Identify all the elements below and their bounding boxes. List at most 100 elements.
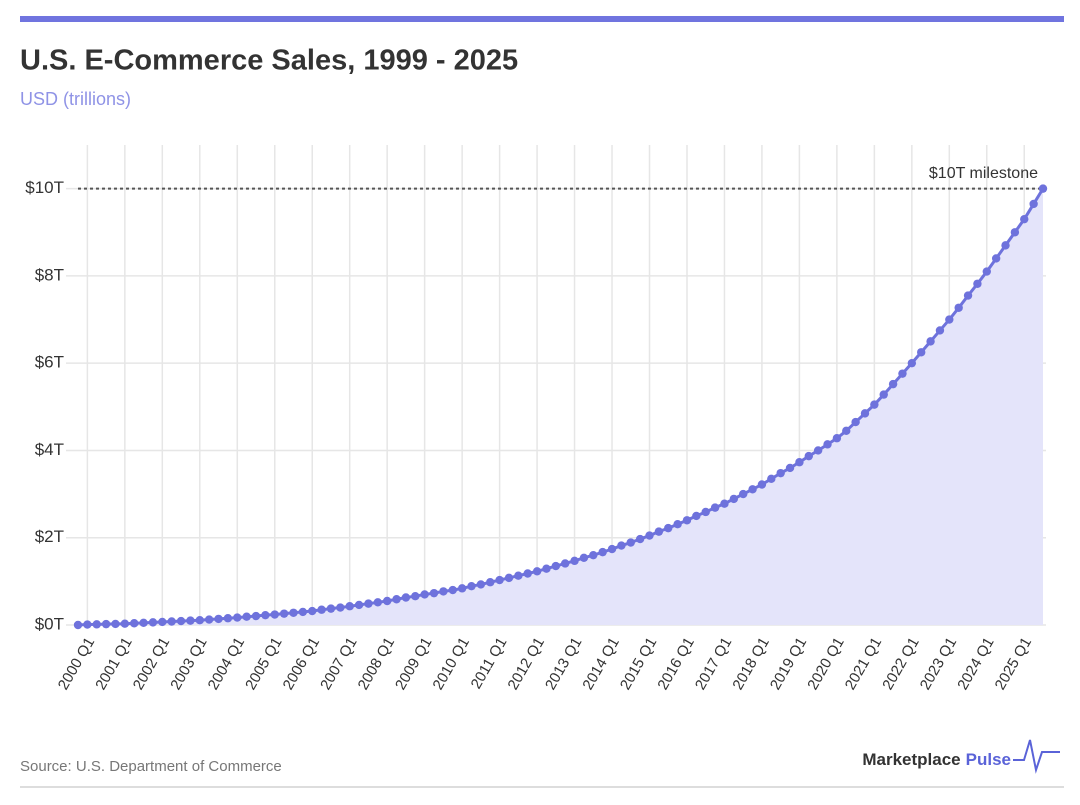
point: [973, 279, 982, 288]
point: [710, 503, 720, 512]
point: [851, 417, 860, 427]
point: [401, 593, 411, 602]
y-tick-label: $6T: [35, 353, 64, 372]
point: [457, 584, 467, 593]
point: [560, 559, 570, 568]
point: [223, 614, 233, 623]
y-tick-label: $10T: [25, 178, 64, 197]
point: [439, 587, 448, 596]
point: [326, 604, 336, 613]
brand-icon: [1013, 739, 1060, 774]
point: [139, 618, 148, 628]
brand-name: Marketplace: [862, 750, 960, 769]
source: Source: U.S. Department of Commerce: [20, 758, 282, 775]
point: [448, 585, 457, 595]
chart-subtitle: USD (trillions): [20, 89, 131, 109]
point: [364, 599, 373, 608]
point: [336, 603, 345, 612]
point: [589, 550, 598, 560]
point: [261, 610, 270, 620]
point: [308, 606, 317, 616]
point: [720, 499, 729, 508]
point: [1020, 214, 1029, 224]
point: [692, 511, 701, 521]
point: [654, 527, 664, 536]
point: [860, 409, 870, 418]
point: [664, 523, 673, 533]
point: [167, 617, 176, 626]
point: [354, 600, 364, 610]
area: [78, 188, 1043, 625]
point: [926, 337, 935, 346]
point: [92, 620, 101, 629]
y-tick-label: $0T: [35, 614, 64, 633]
point: [101, 619, 111, 629]
x-tick-label: 2025 Q1: [992, 634, 1035, 692]
top-bar: [20, 16, 1064, 22]
point: [542, 564, 551, 573]
point: [645, 531, 654, 540]
y-tick-label: $4T: [35, 440, 64, 459]
point: [673, 520, 682, 529]
point: [682, 516, 692, 525]
point: [935, 326, 945, 335]
point: [204, 615, 214, 624]
point: [111, 619, 120, 629]
point: [617, 541, 626, 550]
point: [729, 494, 739, 504]
point: [551, 561, 561, 571]
point: [607, 544, 617, 554]
point: [785, 463, 795, 473]
point: [317, 605, 326, 614]
brand-accent: Pulse: [966, 750, 1011, 769]
point: [626, 538, 635, 547]
point: [476, 580, 486, 589]
point: [757, 480, 767, 489]
point: [289, 608, 298, 617]
point: [1010, 228, 1020, 237]
brand: Marketplace Pulse: [862, 750, 1011, 769]
y-tick-label: $2T: [35, 527, 64, 546]
point: [148, 618, 158, 627]
point: [233, 613, 242, 622]
point: [392, 595, 401, 604]
point: [832, 434, 842, 443]
point: [570, 556, 579, 566]
point: [1038, 184, 1048, 193]
point: [813, 446, 823, 455]
point: [598, 547, 607, 557]
point: [467, 581, 476, 591]
point: [823, 440, 832, 449]
chart-title: U.S. E-Commerce Sales, 1999 - 2025: [20, 45, 518, 77]
point: [270, 610, 279, 619]
x-tick-label: 2010 Q1: [430, 634, 473, 692]
point: [954, 303, 963, 312]
point: [186, 616, 195, 625]
point: [158, 617, 167, 627]
point: [738, 489, 748, 499]
point: [120, 619, 130, 628]
point: [532, 567, 542, 576]
point: [373, 598, 383, 607]
point: [982, 267, 991, 276]
point: [504, 573, 514, 583]
point: [635, 534, 645, 544]
point: [991, 254, 1001, 263]
point: [298, 607, 308, 617]
point: [579, 553, 589, 562]
point: [963, 291, 973, 300]
y-tick-label: $8T: [35, 265, 64, 284]
point: [251, 611, 261, 621]
point: [701, 507, 710, 517]
point: [842, 426, 851, 436]
point: [411, 592, 420, 601]
point: [420, 590, 429, 599]
point: [73, 620, 83, 630]
point: [486, 578, 495, 587]
point: [888, 379, 898, 389]
point: [907, 358, 917, 368]
point: [748, 485, 757, 494]
point: [495, 575, 504, 585]
